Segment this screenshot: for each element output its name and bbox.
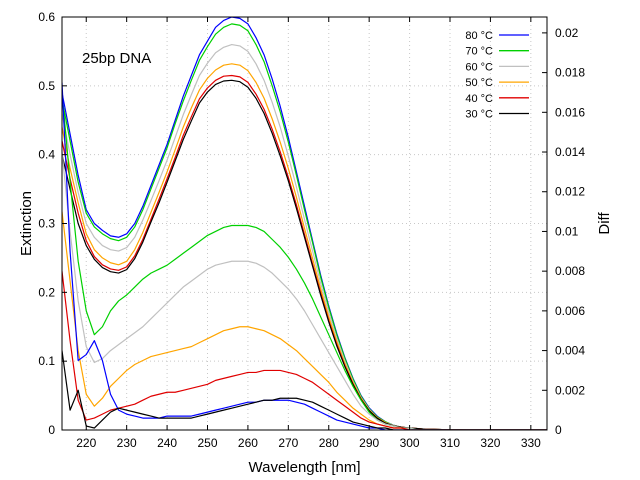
x-tick-label: 310 (440, 436, 460, 450)
x-tick-label: 330 (521, 436, 541, 450)
legend-label: 30 °C (465, 109, 493, 121)
y-tick-label: 0.4 (38, 148, 55, 162)
series-line (62, 350, 547, 430)
y2-tick-label: 0.002 (555, 383, 585, 397)
axis-ticks: 220 230 240 250 260 270 280 290 300 310 320 330 0 0.1… (38, 10, 585, 450)
legend: 80 °C 70 °C 60 °C 50 °C 40 °C 30 °C (465, 30, 529, 121)
x-tick-label: 270 (278, 436, 298, 450)
x-tick-label: 300 (400, 436, 420, 450)
y2-tick-label: 0.016 (555, 105, 585, 119)
x-tick-label: 230 (117, 436, 137, 450)
y2-axis-title: Diff (596, 212, 613, 235)
y2-tick-label: 0.01 (555, 224, 579, 238)
legend-label: 40 °C (465, 93, 493, 105)
x-tick-label: 220 (76, 436, 96, 450)
y2-tick-label: 0.012 (555, 185, 585, 199)
y2-tick-label: 0.02 (555, 26, 579, 40)
x-tick-label: 320 (480, 436, 500, 450)
series-line (62, 211, 547, 430)
y-tick-label: 0.6 (38, 10, 55, 24)
legend-label: 70 °C (465, 46, 493, 58)
y-tick-label: 0.5 (38, 79, 55, 93)
series-line (62, 82, 547, 430)
y2-tick-label: 0 (555, 423, 562, 437)
series-line (62, 271, 547, 430)
series-line (62, 151, 547, 430)
y2-tick-label: 0.006 (555, 304, 585, 318)
y-tick-label: 0.3 (38, 217, 55, 231)
y2-tick-label: 0.004 (555, 344, 585, 358)
series-line (62, 92, 547, 430)
x-axis-title: Wavelength [nm] (249, 459, 361, 476)
x-tick-label: 240 (157, 436, 177, 450)
y-axis-title: Extinction (18, 191, 35, 256)
legend-label: 80 °C (465, 30, 493, 42)
y2-tick-label: 0.008 (555, 264, 585, 278)
x-tick-label: 280 (319, 436, 339, 450)
legend-label: 50 °C (465, 77, 493, 89)
y-tick-label: 0.2 (38, 285, 55, 299)
y-tick-label: 0 (48, 423, 55, 437)
y-tick-label: 0.1 (38, 354, 55, 368)
x-tick-label: 250 (197, 436, 217, 450)
chart-annotation: 25bp DNA (82, 50, 151, 67)
x-tick-label: 260 (238, 436, 258, 450)
y2-tick-label: 0.018 (555, 66, 585, 80)
legend-label: 60 °C (465, 61, 493, 73)
y2-tick-label: 0.014 (555, 145, 585, 159)
x-tick-label: 290 (359, 436, 379, 450)
